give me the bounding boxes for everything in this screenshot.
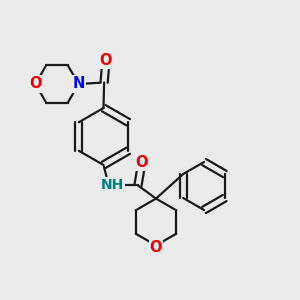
Text: O: O	[99, 53, 112, 68]
Text: O: O	[150, 240, 162, 255]
Text: O: O	[29, 76, 42, 92]
Text: N: N	[72, 76, 85, 92]
Text: NH: NH	[100, 178, 124, 192]
Text: O: O	[135, 155, 147, 170]
